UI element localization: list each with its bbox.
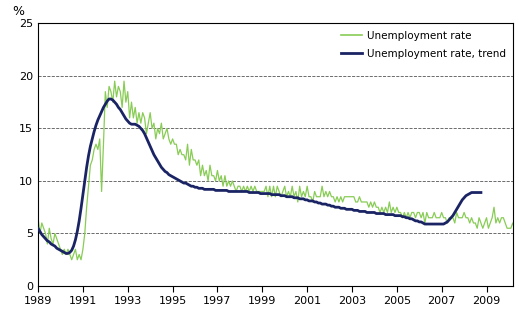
Text: %: %	[12, 5, 24, 18]
Legend: Unemployment rate, Unemployment rate, trend: Unemployment rate, Unemployment rate, tr…	[339, 29, 508, 61]
